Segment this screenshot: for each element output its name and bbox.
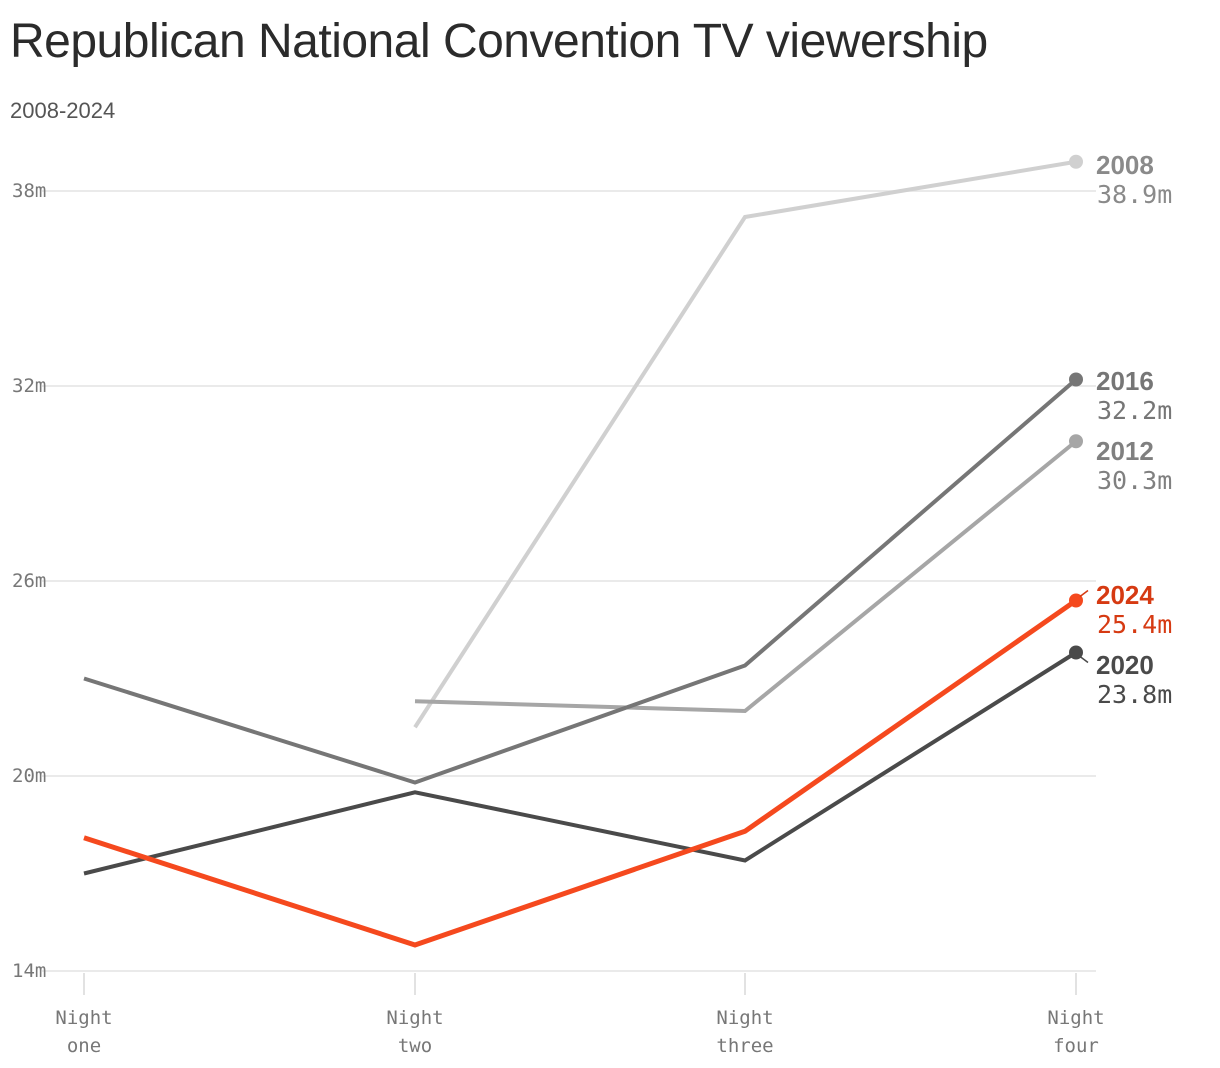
series-lines: [83, 154, 1083, 948]
label-leader-2024: [1079, 589, 1089, 598]
series-endpoint-2024: [1069, 593, 1083, 608]
x-tick-label: Night: [1047, 1007, 1104, 1029]
series-endpoint-2016: [1069, 372, 1083, 387]
series-name-label-2024: 2024: [1096, 580, 1154, 610]
series-value-label-2012: 30.3m: [1097, 466, 1172, 495]
series-name-label-2008: 2008: [1096, 150, 1154, 180]
series-line-2016: [83, 377, 1078, 785]
axes: 14m 20m 26m 32m 38m Night one Night two Night thre…: [12, 180, 1105, 1057]
y-tick-label: 14m: [12, 960, 46, 982]
series-value-label-2024: 25.4m: [1097, 610, 1172, 639]
y-tick-label: 20m: [12, 765, 46, 787]
series-endpoint-2020: [1069, 645, 1083, 660]
series-value-label-2020: 23.8m: [1097, 680, 1172, 709]
x-tick-label: four: [1053, 1035, 1099, 1057]
series-value-label-2008: 38.9m: [1097, 180, 1172, 209]
chart-title: Republican National Convention TV viewer…: [10, 15, 988, 68]
series-line-2012: [414, 439, 1078, 714]
series-endpoint-2008: [1069, 154, 1083, 169]
x-tick-label: Night: [386, 1007, 443, 1029]
series-value-label-2016: 32.2m: [1097, 396, 1172, 425]
series-name-label-2016: 2016: [1096, 366, 1154, 396]
series-line-2024: [83, 598, 1078, 948]
gridlines: [42, 190, 1096, 972]
chart-subtitle: 2008-2024: [10, 98, 116, 123]
x-tick-label: Night: [716, 1007, 773, 1029]
series-name-label-2012: 2012: [1096, 436, 1154, 466]
series-endpoint-2012: [1069, 434, 1083, 449]
x-tick-label: two: [398, 1035, 432, 1057]
y-tick-label: 26m: [12, 570, 46, 592]
x-tick-label: one: [67, 1035, 101, 1057]
series-line-2020: [83, 650, 1078, 876]
y-tick-label: 38m: [12, 180, 46, 202]
x-tick-label: Night: [55, 1007, 112, 1029]
series-line-2008: [413, 159, 1077, 729]
y-tick-label: 32m: [12, 375, 46, 397]
series-name-label-2020: 2020: [1096, 650, 1154, 680]
x-tick-label: three: [716, 1035, 773, 1057]
label-leader-2020: [1079, 655, 1089, 664]
